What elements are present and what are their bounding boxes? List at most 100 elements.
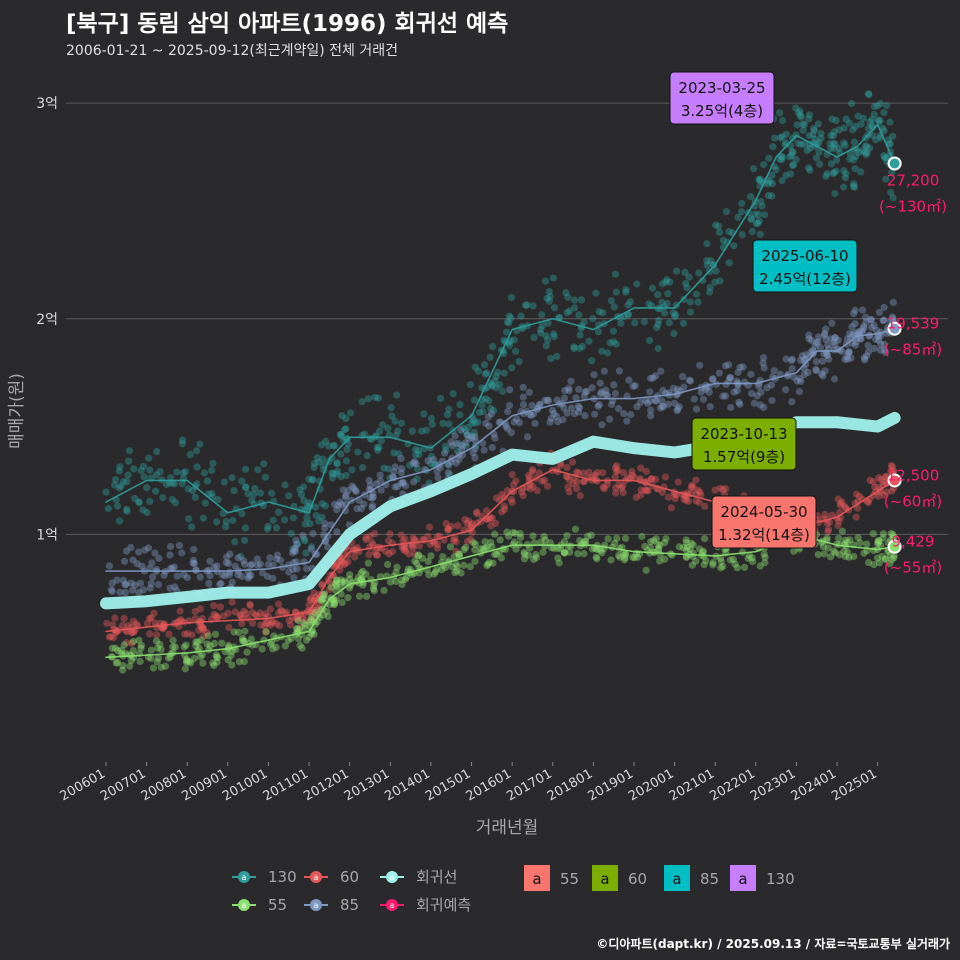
scatter-point-130 (415, 450, 423, 459)
scatter-point-55 (169, 649, 177, 657)
scatter-point-85 (572, 394, 580, 402)
scatter-point-55 (341, 579, 349, 587)
scatter-point-55 (689, 541, 697, 549)
scatter-point-60 (632, 493, 640, 501)
scatter-point-85 (736, 400, 744, 408)
legend-dot-회귀선 (386, 871, 398, 883)
scatter-point-85 (321, 524, 329, 532)
scatter-point-85 (561, 386, 569, 395)
scatter-point-55 (152, 637, 161, 645)
scatter-point-60 (821, 510, 829, 519)
scatter-point-85 (679, 372, 687, 381)
scatter-point-60 (196, 605, 204, 613)
scatter-point-85 (505, 401, 514, 410)
scatter-point-130 (208, 466, 216, 474)
scatter-point-60 (119, 621, 127, 629)
scatter-point-60 (224, 609, 232, 617)
scatter-point-130 (855, 148, 863, 156)
scatter-point-55 (869, 530, 877, 538)
scatter-point-55 (181, 665, 189, 673)
scatter-point-85 (291, 544, 299, 552)
scatter-point-85 (850, 310, 858, 318)
scatter-point-60 (841, 503, 849, 511)
scatter-point-130 (599, 309, 607, 317)
scatter-point-85 (138, 562, 146, 570)
scatter-point-85 (360, 500, 368, 508)
scatter-point-60 (397, 531, 405, 539)
scatter-point-85 (264, 560, 272, 569)
scatter-point-130 (631, 319, 639, 327)
scatter-point-85 (845, 329, 854, 338)
scatter-point-60 (365, 550, 373, 559)
scatter-point-130 (768, 180, 777, 188)
scatter-point-130 (570, 304, 579, 312)
scatter-point-130 (764, 191, 773, 200)
scatter-point-55 (214, 653, 222, 662)
scatter-point-130 (422, 426, 431, 434)
scatter-point-55 (692, 557, 700, 565)
scatter-point-130 (481, 370, 490, 378)
scatter-point-130 (814, 120, 822, 128)
scatter-point-60 (452, 538, 460, 546)
scatter-point-130 (415, 446, 423, 454)
scatter-point-55 (398, 576, 406, 584)
scatter-point-55 (679, 544, 688, 552)
scatter-point-85 (565, 384, 573, 392)
scatter-point-130 (725, 259, 733, 267)
scatter-point-55 (641, 542, 649, 550)
scatter-point-85 (273, 555, 281, 563)
scatter-point-130 (139, 506, 147, 514)
scatter-point-85 (530, 409, 538, 418)
scatter-point-130 (776, 134, 785, 142)
scatter-point-130 (305, 499, 313, 507)
scatter-point-60 (563, 473, 571, 481)
scatter-point-85 (269, 574, 277, 582)
scatter-point-85 (341, 493, 349, 501)
scatter-point-85 (690, 395, 698, 403)
legend-label-label-85: 85 (700, 870, 719, 888)
scatter-point-85 (715, 369, 723, 377)
scatter-point-130 (754, 219, 762, 227)
scatter-point-85 (627, 411, 635, 419)
scatter-point-55 (126, 662, 134, 670)
scatter-point-60 (869, 478, 877, 486)
scatter-point-130 (665, 319, 673, 327)
scatter-point-85 (366, 481, 374, 489)
scatter-point-55 (582, 537, 590, 545)
scatter-point-130 (750, 165, 758, 173)
scatter-point-130 (523, 301, 531, 309)
scatter-point-130 (111, 476, 120, 484)
scatter-point-85 (814, 338, 822, 346)
scatter-point-130 (124, 471, 132, 479)
scatter-point-60 (579, 469, 588, 477)
scatter-point-130 (880, 152, 888, 160)
scatter-point-85 (536, 400, 544, 408)
scatter-point-85 (583, 387, 591, 395)
scatter-point-85 (821, 367, 829, 375)
scatter-point-60 (373, 551, 382, 559)
scatter-point-55 (112, 659, 120, 667)
scatter-point-55 (393, 563, 401, 571)
scatter-point-55 (745, 551, 754, 560)
scatter-point-60 (696, 488, 704, 496)
scatter-point-130 (722, 208, 731, 216)
scatter-point-55 (554, 554, 562, 562)
scatter-point-60 (563, 463, 571, 472)
scatter-point-85 (149, 573, 157, 581)
scatter-point-55 (330, 599, 338, 607)
scatter-point-60 (277, 607, 285, 615)
scatter-point-60 (410, 550, 419, 558)
scatter-point-130 (338, 412, 346, 420)
scatter-point-55 (294, 617, 302, 625)
scatter-point-130 (238, 510, 246, 518)
legend-glyph-85: a (314, 901, 319, 910)
scatter-point-55 (595, 545, 603, 553)
scatter-point-85 (168, 564, 176, 573)
scatter-point-85 (554, 418, 562, 426)
scatter-point-55 (717, 558, 725, 566)
scatter-point-60 (307, 608, 315, 616)
scatter-point-55 (460, 561, 468, 569)
scatter-point-130 (789, 148, 797, 156)
scatter-point-60 (468, 520, 476, 528)
scatter-point-55 (845, 553, 853, 561)
